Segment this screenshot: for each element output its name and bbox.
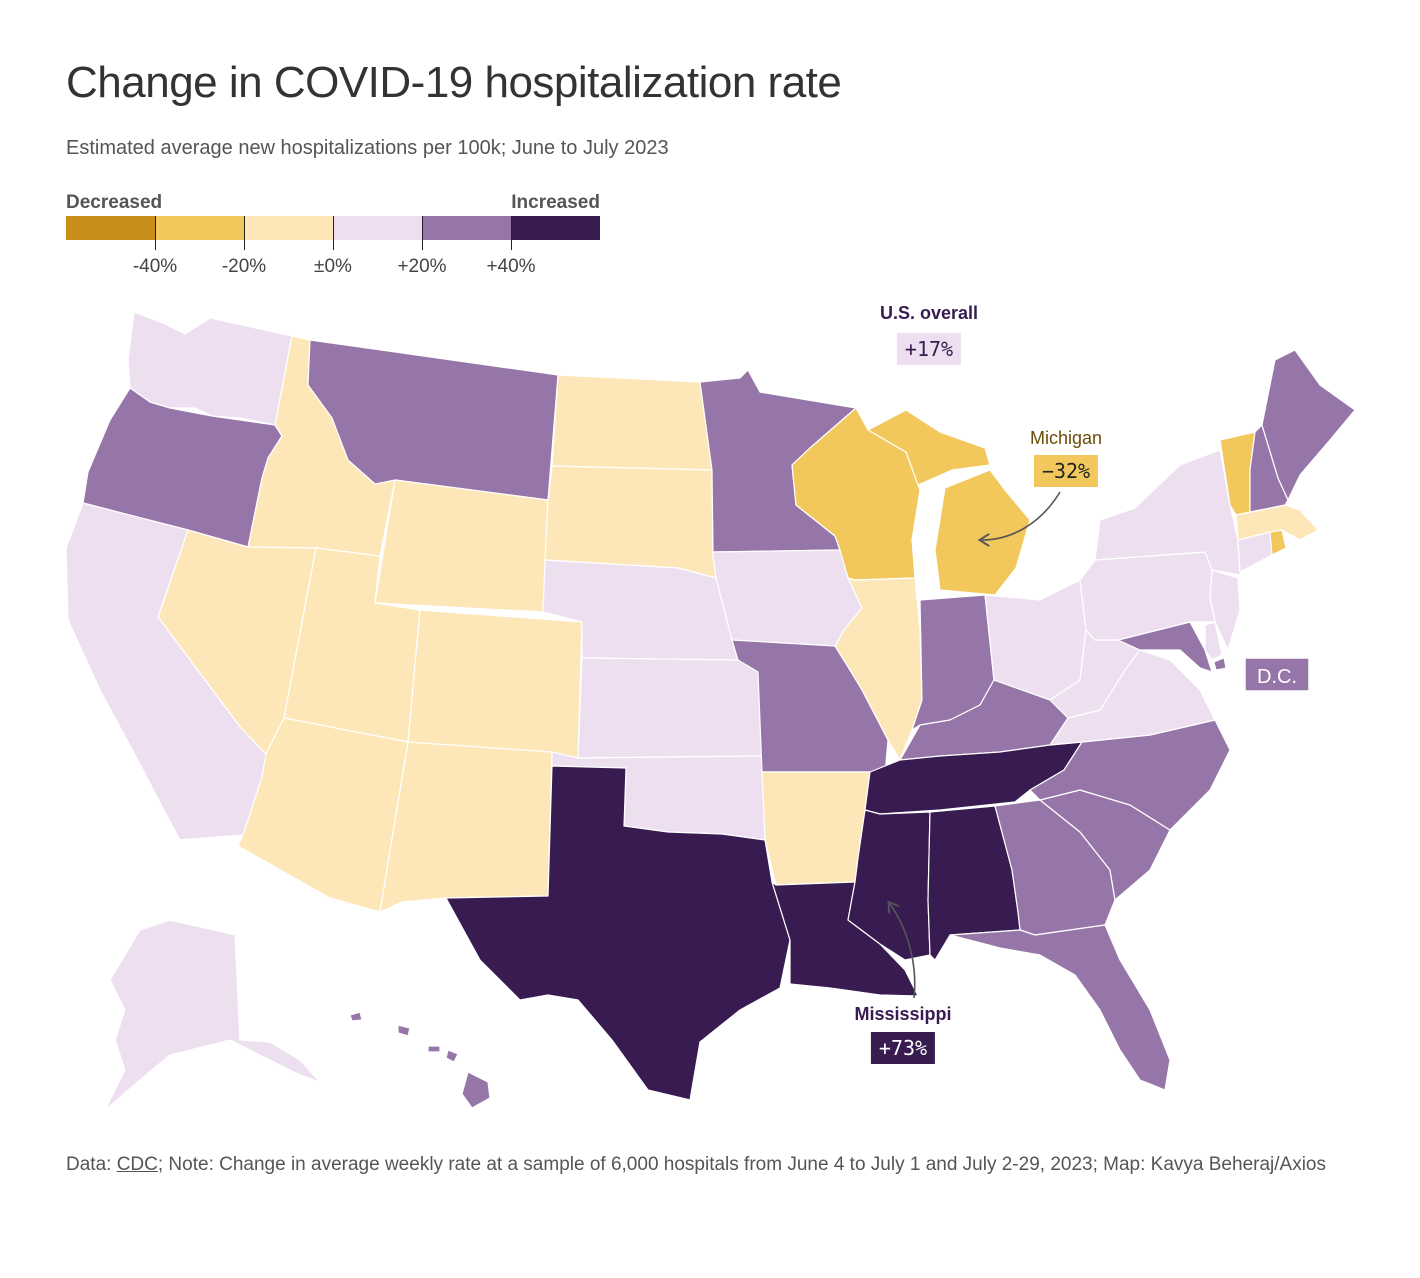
state-alaska (104, 919, 321, 1111)
state-massachusetts (1235, 504, 1319, 541)
state-florida (949, 924, 1171, 1091)
legend-tick (244, 216, 245, 250)
legend-swatch (244, 216, 333, 240)
legend-tick-label: ±0% (314, 256, 352, 277)
michigan-pointer-arrow (982, 491, 1061, 540)
state-colorado (407, 609, 583, 759)
michigan-callout-title: Michigan (1029, 428, 1103, 448)
legend-tick-label: +20% (397, 256, 447, 277)
mississippi-callout-value: +73% (870, 1032, 936, 1064)
legend-tick (155, 216, 156, 250)
footer-data-prefix: Data: (66, 1154, 117, 1175)
michigan-callout-value: −32% (1033, 455, 1099, 487)
legend-increased-label: Increased (511, 192, 600, 213)
state-mississippi (847, 809, 931, 961)
dc-label-box (1244, 657, 1310, 692)
mississippi-callout-title: Mississippi (854, 1004, 952, 1024)
state-michigan (867, 409, 1031, 596)
state-new-mexico (379, 741, 553, 913)
source-note: Data: CDC; Note: Change in average weekl… (66, 1142, 1346, 1188)
footer-note-text: ; Note: Change in average weekly rate at… (157, 1154, 1326, 1175)
chart-title: Change in COVID-19 hospitalization rate (66, 58, 842, 107)
color-legend: Decreased Increased -40% -20% ±0% +20% +… (66, 192, 600, 282)
state-north-dakota (551, 374, 713, 471)
state-maine (1261, 349, 1356, 501)
us-overall-value: +17% (896, 333, 962, 365)
legend-color-bar (66, 216, 600, 240)
legend-swatch (155, 216, 244, 240)
state-kansas (577, 657, 763, 759)
state-pennsylvania (1079, 551, 1216, 641)
legend-tick-label: -20% (221, 256, 267, 277)
legend-swatch (66, 216, 155, 240)
state-arkansas (761, 771, 871, 886)
legend-tick-label: -40% (132, 256, 178, 277)
state-north-carolina (1029, 719, 1231, 831)
legend-tick (511, 216, 512, 250)
legend-tick-label: +40% (486, 256, 536, 277)
state-texas (445, 765, 791, 1101)
state-wyoming (374, 479, 549, 613)
legend-decreased-label: Decreased (66, 192, 163, 213)
state-rhode-island (1269, 529, 1287, 556)
legend-tick (422, 216, 423, 250)
us-overall-title: U.S. overall (879, 303, 979, 323)
state-iowa (712, 549, 863, 647)
dc-marker (1213, 657, 1227, 671)
legend-swatch (422, 216, 511, 240)
dc-label: D.C. (1257, 666, 1297, 688)
legend-tick (333, 216, 334, 250)
legend-swatch (333, 216, 422, 240)
mississippi-pointer-arrow (890, 904, 916, 999)
cdc-source-link[interactable]: CDC (116, 1154, 158, 1175)
legend-swatch (511, 216, 600, 240)
chart-subtitle: Estimated average new hospitalizations p… (66, 137, 669, 159)
state-hawaii (349, 1011, 491, 1109)
